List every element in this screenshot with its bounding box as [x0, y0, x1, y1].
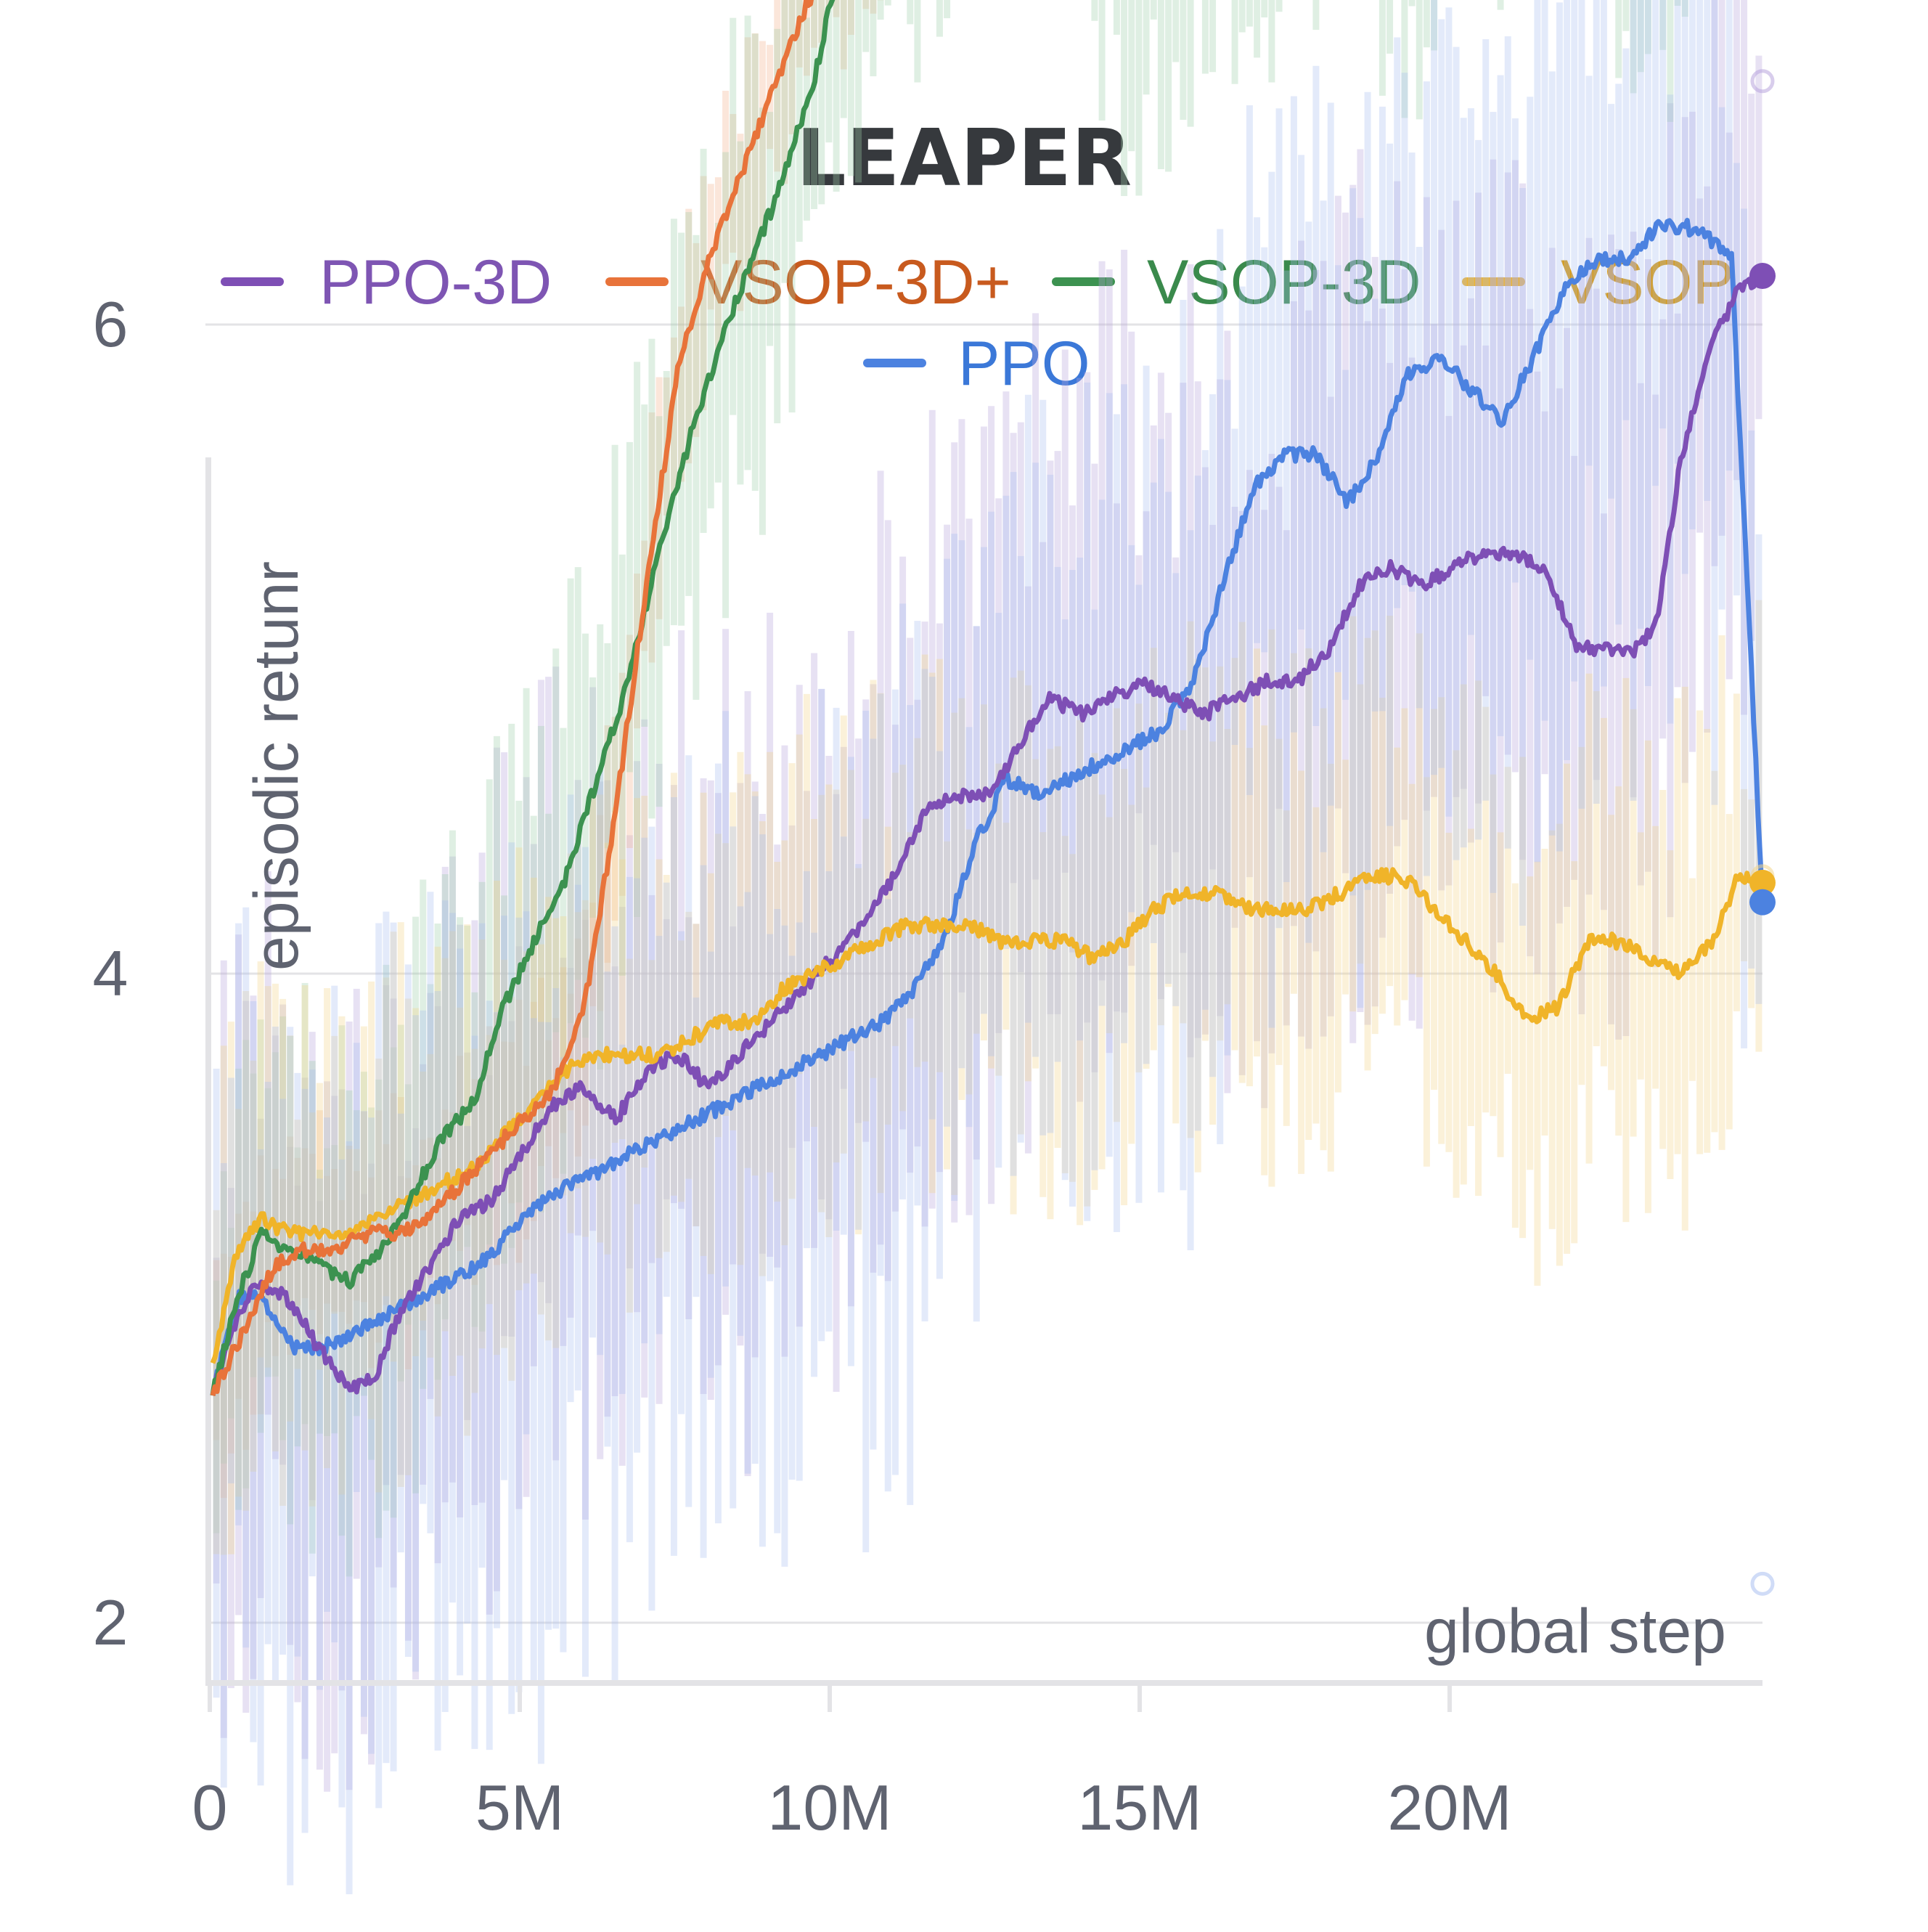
legend-item-vsop-3d[interactable]: VSOP-3D [1052, 248, 1421, 317]
end-marker-ghost [1750, 69, 1775, 94]
end-marker-ppo [1749, 889, 1776, 916]
legend-label: PPO [958, 329, 1090, 399]
y-tick-label: 2 [93, 1586, 128, 1658]
variance-bands [213, 0, 1762, 1895]
end-marker-ghost [1750, 1571, 1775, 1596]
x-tick-label: 20M [1387, 1772, 1511, 1843]
end-marker-vsop [1749, 869, 1776, 896]
y-tick-label: 6 [93, 288, 128, 360]
legend-label: PPO-3D [319, 248, 552, 317]
legend-label: VSOP-3D [1147, 248, 1421, 317]
end-marker-ppo-3d [1749, 262, 1776, 289]
legend-item-vsop[interactable]: VSOP [1462, 248, 1734, 317]
band-vsop [213, 600, 1762, 1555]
series-line-vsop-3d [210, 0, 836, 1396]
series-line-vsop-3d+ [210, 0, 814, 1396]
x-tick-label: 0 [192, 1772, 228, 1843]
chart-title: LEAPER [796, 113, 1132, 204]
x-tick-label: 15M [1077, 1772, 1201, 1843]
series-lines [210, 0, 1765, 1397]
legend-item-ppo[interactable]: PPO [863, 329, 1090, 399]
x-tick-label: 10M [767, 1772, 891, 1843]
y-tick-label: 4 [93, 937, 128, 1009]
series-line-ppo-3d [210, 271, 1765, 1397]
legend-item-vsop-3d+[interactable]: VSOP-3D+ [605, 248, 1011, 317]
series-line-vsop [210, 867, 1764, 1364]
x-axis-label: global step [1424, 1597, 1726, 1666]
legend-label: VSOP [1561, 248, 1734, 317]
x-tick-label: 5M [475, 1772, 564, 1843]
y-axis-label: episodic retunr [242, 561, 311, 971]
series-line-ppo [210, 218, 1765, 1396]
legend-item-ppo-3d[interactable]: PPO-3D [221, 248, 552, 317]
